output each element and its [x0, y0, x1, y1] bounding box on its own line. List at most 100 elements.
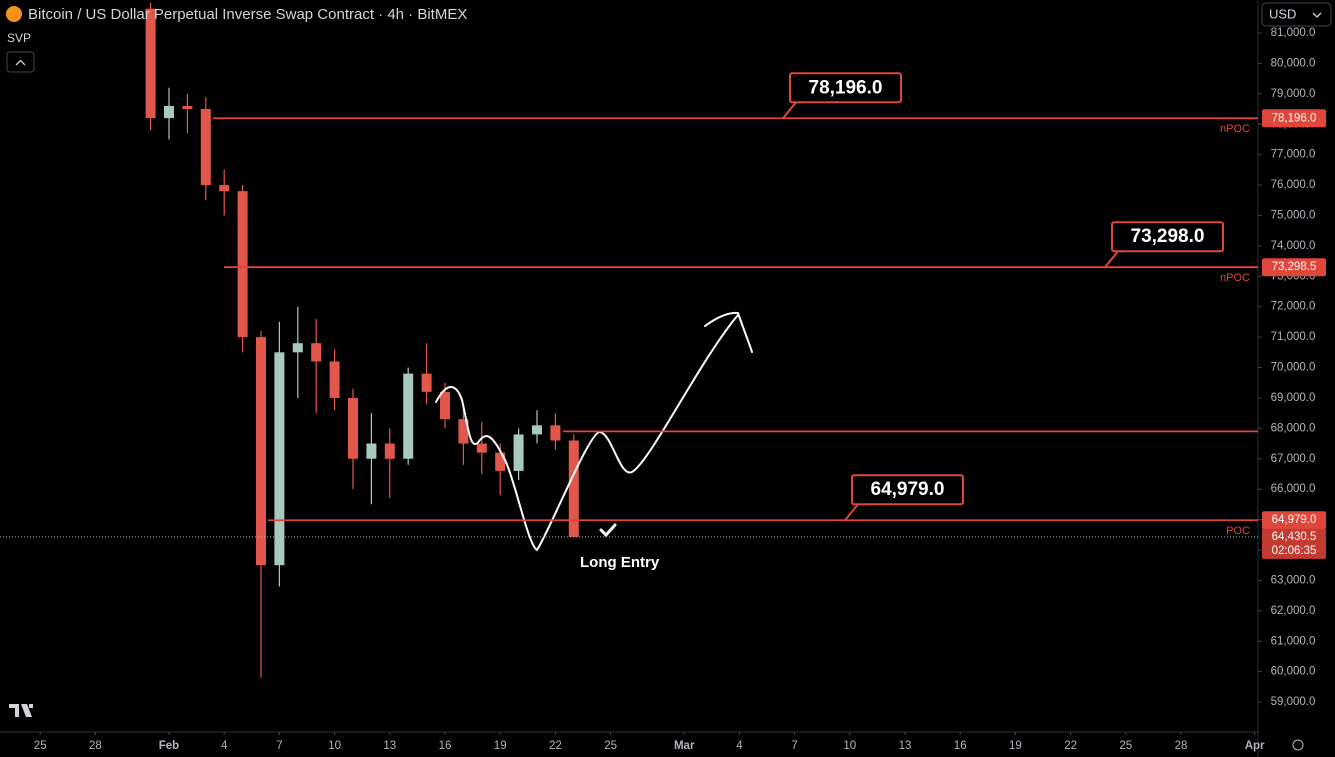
- price-badge-label: 73,298.5: [1272, 261, 1317, 273]
- currency-select[interactable]: [1261, 2, 1332, 27]
- candle-body: [292, 343, 303, 353]
- candle-body: [495, 452, 506, 471]
- y-tick-label: 81,000.0: [1271, 27, 1316, 39]
- indicator-label: SVP: [7, 31, 31, 45]
- y-tick-label: 74,000.0: [1271, 240, 1316, 252]
- coin-icon: [6, 6, 22, 22]
- x-tick-label: 4: [221, 740, 228, 752]
- collapse-button[interactable]: [6, 51, 35, 73]
- y-tick-label: 68,000.0: [1271, 422, 1316, 434]
- y-tick-label: 70,000.0: [1271, 362, 1316, 374]
- level-tag: POC: [1226, 525, 1250, 537]
- x-tick-label: 10: [328, 740, 341, 752]
- callout-box: [1111, 221, 1224, 253]
- x-tick-label: 25: [34, 740, 47, 752]
- chart-title: Bitcoin / US Dollar Perpetual Inverse Sw…: [28, 6, 467, 23]
- x-tick-label: 13: [383, 740, 396, 752]
- candle-body: [476, 443, 487, 453]
- y-tick-label: 76,000.0: [1271, 179, 1316, 191]
- y-tick-label: 72,000.0: [1271, 301, 1316, 313]
- annotation: Long Entry: [580, 554, 660, 571]
- candle-body: [403, 373, 414, 459]
- x-tick-label: 25: [604, 740, 617, 752]
- candle-body: [568, 440, 579, 537]
- candle-body: [421, 373, 432, 392]
- candle-body: [200, 109, 211, 186]
- y-tick-label: 71,000.0: [1271, 331, 1316, 343]
- candle-body: [164, 105, 174, 119]
- checkmark: [599, 523, 617, 538]
- x-tick-label: 10: [843, 740, 856, 752]
- x-tick-label: 25: [1119, 740, 1132, 752]
- candle-body: [145, 8, 156, 119]
- callout-box: [789, 72, 902, 104]
- callout-label: 78,196.0: [809, 77, 883, 98]
- price-badge: [1262, 511, 1326, 530]
- level-tag: nPOC: [1220, 272, 1250, 284]
- y-tick-label: 59,000.0: [1271, 696, 1316, 708]
- candle-body: [366, 443, 377, 459]
- y-tick-label: 80,000.0: [1271, 57, 1316, 69]
- caret: [1312, 12, 1322, 18]
- x-tick-label: 22: [1064, 740, 1077, 752]
- y-tick-label: 66,000.0: [1271, 483, 1316, 495]
- chevron: [15, 59, 26, 66]
- candle-body: [348, 397, 358, 459]
- price-badge: [1262, 109, 1326, 128]
- candle-body: [182, 105, 193, 110]
- x-tick-label: 19: [494, 740, 507, 752]
- x-tick-label: 16: [439, 740, 452, 752]
- candle-body: [532, 425, 542, 435]
- x-tick-label: Mar: [674, 740, 695, 752]
- candle-body: [513, 434, 524, 471]
- logo: [9, 704, 33, 717]
- x-tick-label: 7: [791, 740, 797, 752]
- y-tick-label: 60,000.0: [1271, 666, 1316, 678]
- y-tick-label: 67,000.0: [1271, 453, 1316, 465]
- price-badge: [1262, 258, 1326, 277]
- callout-tail: [782, 101, 804, 119]
- y-tick-label: 77,000.0: [1271, 149, 1316, 161]
- x-tick-label: 16: [954, 740, 967, 752]
- price-badge-label: 64,979.0: [1272, 514, 1317, 526]
- callout-box: [851, 474, 964, 506]
- countdown-label: 02:06:35: [1272, 545, 1317, 557]
- last-price-badge: [1262, 528, 1326, 559]
- drawn-path: [435, 311, 753, 552]
- last-price-label: 64,430.5: [1272, 531, 1317, 543]
- candle-body: [311, 343, 322, 362]
- candle-body: [237, 191, 248, 338]
- candle-body: [256, 337, 266, 566]
- x-tick-label: 28: [89, 740, 102, 752]
- candle-body: [458, 419, 469, 444]
- callout-label: 64,979.0: [871, 479, 945, 500]
- currency-label: USD: [1269, 6, 1296, 21]
- x-tick-label: Feb: [159, 740, 179, 752]
- candle-body: [219, 185, 230, 192]
- y-tick-label: 75,000.0: [1271, 209, 1316, 221]
- y-tick-label: 61,000.0: [1271, 635, 1316, 647]
- candle-body: [440, 391, 450, 420]
- x-tick-label: 13: [899, 740, 912, 752]
- callout-tail: [1104, 250, 1126, 268]
- candle-body: [329, 361, 340, 398]
- level-tag: nPOC: [1220, 123, 1250, 135]
- x-tick-label: 7: [276, 740, 282, 752]
- y-tick-label: 79,000.0: [1271, 88, 1316, 100]
- y-tick-label: 62,000.0: [1271, 605, 1316, 617]
- settings-icon[interactable]: [1292, 739, 1304, 751]
- plot-area: [145, 2, 579, 678]
- callout-label: 73,298.0: [1131, 226, 1205, 247]
- x-tick-label: 4: [736, 740, 743, 752]
- callout-tail: [844, 503, 866, 521]
- y-tick-label: 63,000.0: [1271, 574, 1316, 586]
- x-tick-label: Apr: [1245, 740, 1265, 752]
- candle-body: [274, 352, 285, 566]
- y-tick-label: 69,000.0: [1271, 392, 1316, 404]
- price-badge-label: 78,196.0: [1272, 112, 1317, 124]
- x-tick-label: 19: [1009, 740, 1022, 752]
- candle-body: [384, 443, 395, 459]
- x-tick-label: 22: [549, 740, 562, 752]
